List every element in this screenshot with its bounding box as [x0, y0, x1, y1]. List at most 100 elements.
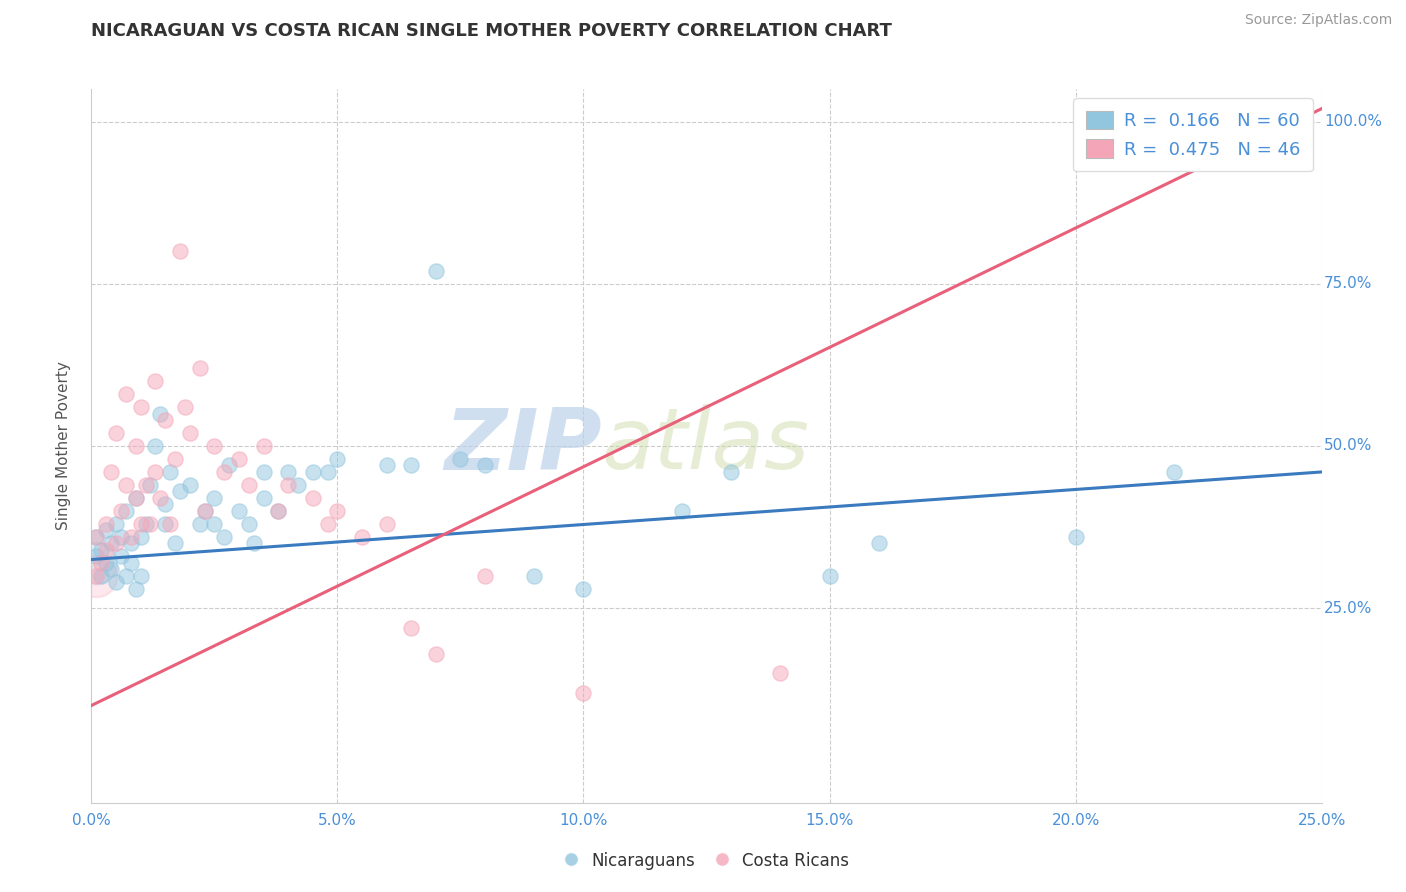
Point	[100, 536, 122, 550]
Point	[114, 387, 138, 401]
Point	[120, 556, 142, 570]
Point	[145, 439, 166, 453]
Point	[720, 465, 742, 479]
Point	[316, 465, 339, 479]
Point	[188, 361, 211, 376]
Point	[174, 400, 197, 414]
Point	[253, 491, 276, 505]
Point	[110, 530, 132, 544]
Point	[135, 478, 156, 492]
Point	[129, 400, 152, 414]
Point	[129, 516, 152, 531]
Point	[120, 536, 142, 550]
Text: 75.0%: 75.0%	[1324, 277, 1372, 292]
Point	[1064, 530, 1087, 544]
Point	[449, 452, 471, 467]
Point	[238, 516, 260, 531]
Point	[169, 244, 191, 259]
Point	[149, 491, 172, 505]
Point	[818, 568, 841, 582]
Point	[86, 568, 108, 582]
Point	[399, 621, 422, 635]
Point	[153, 497, 177, 511]
Point	[572, 685, 595, 699]
Point	[159, 516, 181, 531]
Point	[425, 647, 447, 661]
Point	[868, 536, 890, 550]
Point	[769, 666, 792, 681]
Point	[188, 516, 211, 531]
Text: atlas: atlas	[602, 404, 810, 488]
Point	[153, 516, 177, 531]
Point	[139, 516, 162, 531]
Point	[86, 530, 108, 544]
Point	[238, 478, 260, 492]
Point	[90, 542, 112, 557]
Point	[124, 582, 146, 596]
Point	[90, 568, 112, 582]
Point	[202, 516, 225, 531]
Text: 100.0%: 100.0%	[1324, 114, 1382, 129]
Point	[96, 556, 117, 570]
Point	[100, 465, 122, 479]
Point	[96, 542, 117, 557]
Point	[1163, 465, 1185, 479]
Point	[90, 556, 112, 570]
Text: 50.0%: 50.0%	[1324, 439, 1372, 453]
Point	[149, 407, 172, 421]
Point	[425, 264, 447, 278]
Point	[110, 549, 132, 564]
Point	[572, 582, 595, 596]
Point	[267, 504, 290, 518]
Point	[114, 568, 138, 582]
Point	[523, 568, 546, 582]
Point	[96, 516, 117, 531]
Point	[253, 439, 276, 453]
Point	[169, 484, 191, 499]
Point	[139, 478, 162, 492]
Point	[124, 491, 146, 505]
Point	[326, 452, 349, 467]
Point	[212, 465, 235, 479]
Y-axis label: Single Mother Poverty: Single Mother Poverty	[56, 361, 70, 531]
Point	[474, 568, 496, 582]
Point	[105, 536, 127, 550]
Legend: Nicaraguans, Costa Ricans: Nicaraguans, Costa Ricans	[558, 846, 855, 877]
Point	[301, 491, 323, 505]
Text: 25.0%: 25.0%	[1324, 600, 1372, 615]
Point	[114, 478, 138, 492]
Point	[110, 504, 132, 518]
Point	[179, 425, 201, 440]
Point	[124, 439, 146, 453]
Point	[316, 516, 339, 531]
Point	[86, 556, 108, 570]
Point	[301, 465, 323, 479]
Point	[202, 491, 225, 505]
Point	[326, 504, 349, 518]
Point	[105, 575, 127, 590]
Point	[277, 478, 299, 492]
Text: Source: ZipAtlas.com: Source: ZipAtlas.com	[1244, 13, 1392, 28]
Point	[159, 465, 181, 479]
Point	[129, 568, 152, 582]
Point	[277, 465, 299, 479]
Text: ZIP: ZIP	[444, 404, 602, 488]
Point	[163, 536, 186, 550]
Point	[86, 549, 108, 564]
Point	[153, 413, 177, 427]
Point	[212, 530, 235, 544]
Point	[193, 504, 217, 518]
Point	[163, 452, 186, 467]
Point	[124, 491, 146, 505]
Point	[253, 465, 276, 479]
Point	[193, 504, 217, 518]
Point	[228, 452, 250, 467]
Point	[96, 524, 117, 538]
Point	[202, 439, 225, 453]
Point	[114, 504, 138, 518]
Point	[474, 458, 496, 473]
Point	[179, 478, 201, 492]
Point	[145, 465, 166, 479]
Point	[267, 504, 290, 518]
Point	[86, 568, 108, 582]
